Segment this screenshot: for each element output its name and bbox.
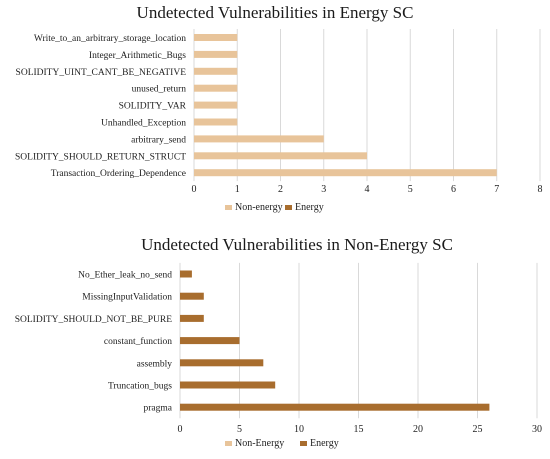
x-tick-label: 20 <box>413 424 423 435</box>
bar <box>180 314 204 322</box>
x-tick-label: 25 <box>473 424 483 435</box>
bar <box>194 169 497 177</box>
legend-label: Non-Energy <box>235 438 284 449</box>
bar <box>194 34 238 41</box>
x-tick-label: 10 <box>294 424 304 435</box>
category-label: assembly <box>137 359 173 369</box>
legend-label: Energy <box>295 202 324 213</box>
x-tick-labels: 0 5 10 15 20 25 30 <box>178 424 543 435</box>
x-tick-label: 5 <box>408 184 413 195</box>
legend-label: Non-energy <box>235 202 283 213</box>
bar <box>180 292 204 300</box>
bar <box>194 50 238 58</box>
legend-swatch <box>285 205 292 210</box>
category-label: Transaction_Ordering_Dependence <box>51 169 186 179</box>
x-tick-label: 4 <box>365 184 370 195</box>
chart-title: Undetected Vulnerabilities in Non-Energy… <box>141 235 453 254</box>
chart-bottom: Undetected Vulnerabilities in Non-Energy… <box>15 235 542 449</box>
category-label: SOLIDITY_SHOULD_NOT_BE_PURE <box>15 315 172 325</box>
x-tick-label: 1 <box>235 184 240 195</box>
x-tick-label: 6 <box>451 184 456 195</box>
bar <box>180 381 276 389</box>
bar <box>194 118 238 126</box>
category-label: constant_function <box>104 336 172 347</box>
x-tick-label: 0 <box>178 424 183 435</box>
gridlines <box>179 262 538 419</box>
x-tick-label: 7 <box>494 184 499 195</box>
category-label: SOLIDITY_VAR <box>119 102 187 112</box>
x-tick-label: 0 <box>192 184 197 195</box>
x-tick-label: 3 <box>321 184 326 195</box>
bars <box>194 34 497 177</box>
bar <box>194 135 324 143</box>
x-tick-label: 2 <box>278 184 283 195</box>
category-label: pragma <box>144 404 173 414</box>
category-labels: No_Ether_leak_no_send MissingInputValidat… <box>15 271 173 414</box>
x-tick-labels: 0 1 2 3 4 5 6 7 8 <box>192 184 543 195</box>
legend: Non-energy Energy <box>225 202 324 213</box>
legend-swatch <box>225 205 232 210</box>
bar <box>180 270 192 278</box>
legend-swatch <box>300 441 307 446</box>
category-labels: Write_to_an_arbitrary_storage_location In… <box>15 34 187 179</box>
bar <box>180 403 490 411</box>
category-label: No_Ether_leak_no_send <box>78 271 172 281</box>
bar <box>180 337 240 345</box>
x-tick-label: 15 <box>354 424 364 435</box>
category-label: SOLIDITY_SHOULD_RETURN_STRUCT <box>15 152 186 162</box>
legend: Non-Energy Energy <box>225 438 339 449</box>
bar <box>180 359 264 367</box>
category-label: unused_return <box>132 85 187 95</box>
category-label: Write_to_an_arbitrary_storage_location <box>34 34 186 44</box>
category-label: Unhandled_Exception <box>101 119 186 129</box>
category-label: Truncation_bugs <box>108 382 172 392</box>
bars <box>180 270 490 411</box>
category-label: arbitrary_send <box>131 135 186 145</box>
bar <box>194 101 238 109</box>
legend-label: Energy <box>310 438 339 449</box>
chart-title: Undetected Vulnerabilities in Energy SC <box>137 3 414 22</box>
chart-top: Undetected Vulnerabilities in Energy SC … <box>15 3 543 213</box>
legend-swatch <box>225 441 232 446</box>
bar <box>194 84 238 92</box>
bar <box>194 152 367 160</box>
category-label: Integer_Arithmetic_Bugs <box>89 51 186 61</box>
x-tick-label: 30 <box>532 424 542 435</box>
category-label: SOLIDITY_UINT_CANT_BE_NEGATIVE <box>16 68 187 78</box>
x-tick-label: 5 <box>237 424 242 435</box>
x-tick-label: 8 <box>538 184 543 195</box>
bar <box>194 67 238 75</box>
category-label: MissingInputValidation <box>82 293 172 303</box>
